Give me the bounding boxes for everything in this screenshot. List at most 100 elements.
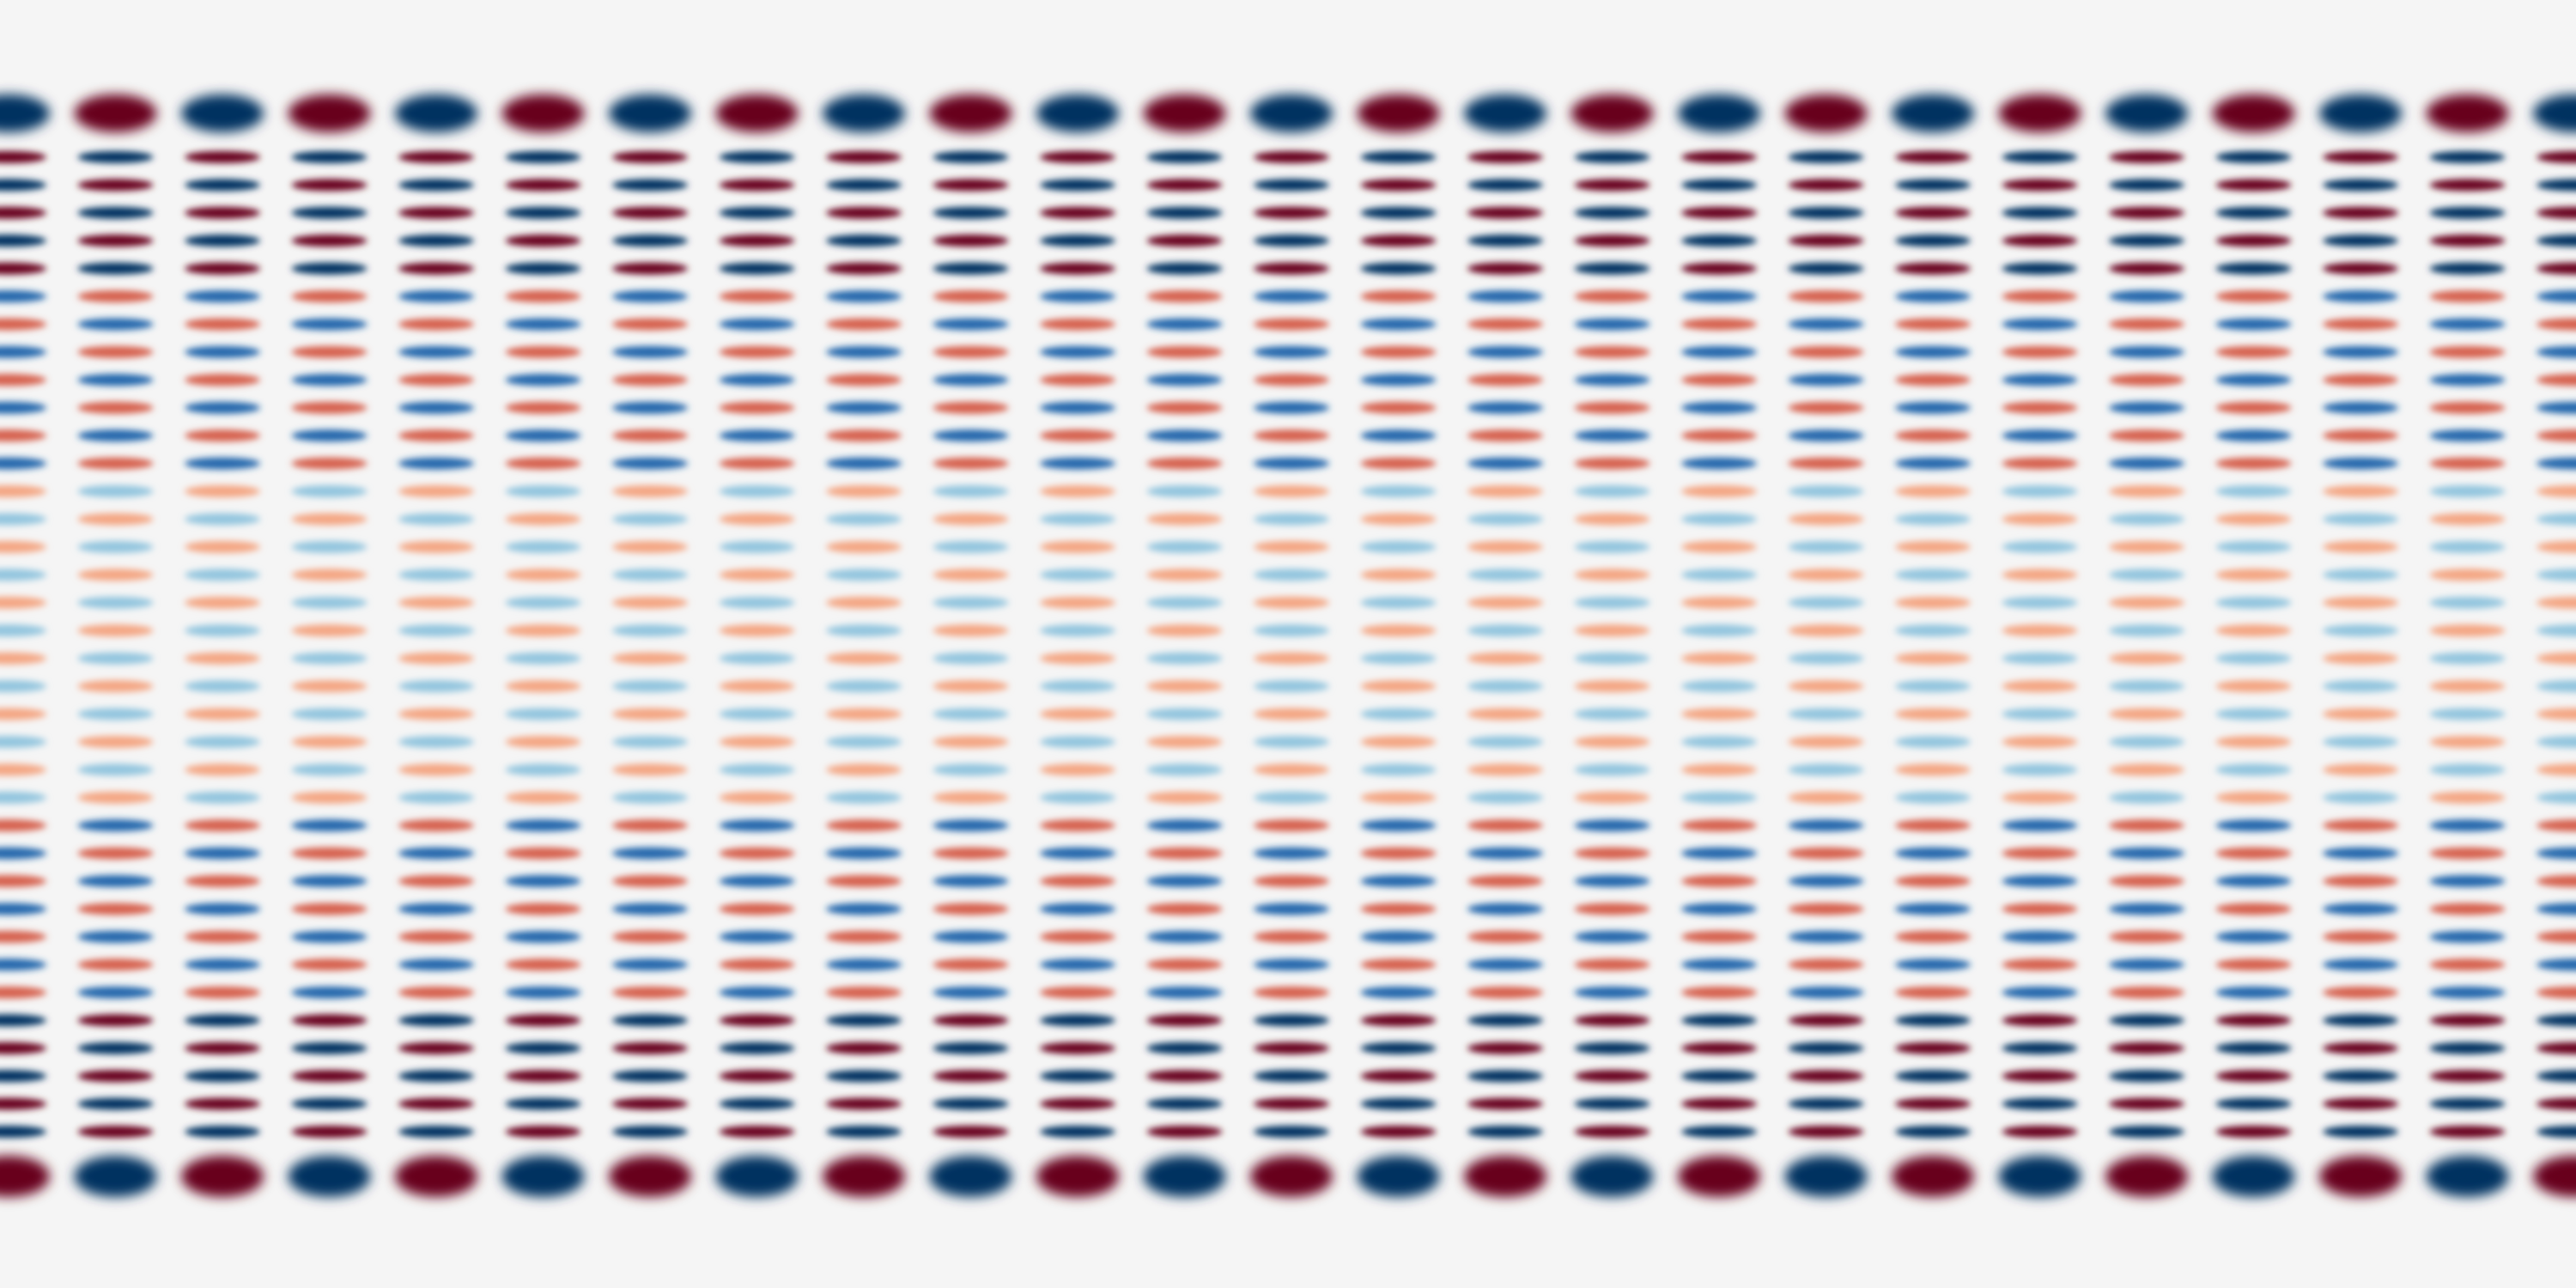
field-blob xyxy=(291,596,368,609)
field-blob xyxy=(1788,736,1864,748)
field-blob xyxy=(933,875,1009,888)
field-blob xyxy=(2215,763,2292,776)
field-blob xyxy=(2429,1126,2506,1138)
field-blob xyxy=(826,179,902,191)
field-blob xyxy=(1467,624,1543,637)
field-blob xyxy=(505,875,581,888)
field-blob xyxy=(1467,401,1543,414)
field-blob xyxy=(2323,318,2398,331)
field-blob xyxy=(0,847,46,860)
field-blob xyxy=(2537,513,2576,526)
field-blob xyxy=(933,1097,1009,1110)
field-blob xyxy=(2002,1097,2078,1110)
field-blob xyxy=(1040,457,1115,470)
field-blob xyxy=(2109,346,2184,358)
field-blob xyxy=(1467,958,1543,971)
field-blob xyxy=(826,1070,902,1083)
field-blob xyxy=(1678,94,1760,132)
field-blob xyxy=(2429,1014,2506,1027)
field-blob xyxy=(826,986,902,999)
field-blob xyxy=(505,206,581,219)
field-blob xyxy=(1360,763,1437,776)
field-blob xyxy=(719,1097,795,1110)
field-blob xyxy=(1360,680,1437,693)
field-blob xyxy=(2109,429,2184,442)
field-blob xyxy=(1574,958,1650,971)
field-blob xyxy=(505,401,581,414)
field-blob xyxy=(2429,708,2506,720)
field-blob xyxy=(291,513,368,526)
field-blob xyxy=(1788,262,1864,275)
field-blob xyxy=(826,206,902,219)
field-blob xyxy=(77,179,154,191)
field-blob xyxy=(612,318,688,331)
field-blob xyxy=(1146,791,1223,804)
field-blob xyxy=(1360,234,1437,247)
field-blob xyxy=(1574,290,1650,303)
field-blob xyxy=(719,346,795,358)
field-blob xyxy=(826,624,902,637)
field-blob xyxy=(398,346,474,358)
field-blob xyxy=(1040,1014,1115,1027)
field-blob xyxy=(2537,318,2576,331)
field-blob xyxy=(2109,179,2184,191)
field-blob xyxy=(2109,819,2184,832)
field-blob xyxy=(1574,652,1650,665)
field-blob xyxy=(1574,401,1650,414)
field-blob xyxy=(2323,179,2398,191)
field-blob xyxy=(1040,958,1115,971)
field-blob xyxy=(1467,652,1543,665)
field-blob xyxy=(505,485,581,498)
field-blob xyxy=(1681,541,1757,553)
field-blob xyxy=(2002,457,2078,470)
field-blob xyxy=(1464,1156,1546,1197)
field-blob xyxy=(2215,457,2292,470)
field-blob xyxy=(1467,568,1543,581)
field-blob xyxy=(1681,708,1757,720)
field-blob xyxy=(826,1126,902,1138)
field-blob xyxy=(612,346,688,358)
field-blob xyxy=(2323,541,2398,553)
field-blob xyxy=(933,234,1009,247)
field-blob xyxy=(291,290,368,303)
field-blob xyxy=(185,513,260,526)
field-blob xyxy=(1040,262,1115,275)
field-blob xyxy=(826,1097,902,1110)
field-blob xyxy=(505,791,581,804)
field-blob xyxy=(1681,596,1757,609)
field-blob xyxy=(1360,401,1437,414)
field-blob xyxy=(1040,234,1115,247)
field-blob xyxy=(2109,485,2184,498)
field-blob xyxy=(2215,708,2292,720)
field-blob xyxy=(185,374,260,386)
field-blob xyxy=(933,902,1009,915)
field-blob xyxy=(1571,1156,1654,1197)
field-blob xyxy=(291,429,368,442)
field-blob xyxy=(2537,290,2576,303)
field-blob xyxy=(0,346,46,358)
field-blob xyxy=(612,847,688,860)
field-blob xyxy=(0,624,46,637)
field-blob xyxy=(185,819,260,832)
field-blob xyxy=(719,819,795,832)
field-blob xyxy=(2109,457,2184,470)
field-blob xyxy=(1467,262,1543,275)
field-blob xyxy=(185,708,260,720)
field-blob xyxy=(291,791,368,804)
field-blob xyxy=(2109,596,2184,609)
field-blob xyxy=(1360,875,1437,888)
field-blob xyxy=(1895,374,1971,386)
field-blob xyxy=(2002,763,2078,776)
field-blob xyxy=(0,763,46,776)
field-blob xyxy=(2215,847,2292,860)
field-blob xyxy=(1681,875,1757,888)
field-blob xyxy=(826,931,902,943)
field-blob xyxy=(2429,234,2506,247)
field-blob xyxy=(505,1126,581,1138)
field-blob xyxy=(1254,1070,1329,1083)
field-blob xyxy=(2537,652,2576,665)
field-blob xyxy=(2429,680,2506,693)
field-blob xyxy=(1895,931,1971,943)
field-blob xyxy=(398,624,474,637)
field-blob xyxy=(1467,457,1543,470)
